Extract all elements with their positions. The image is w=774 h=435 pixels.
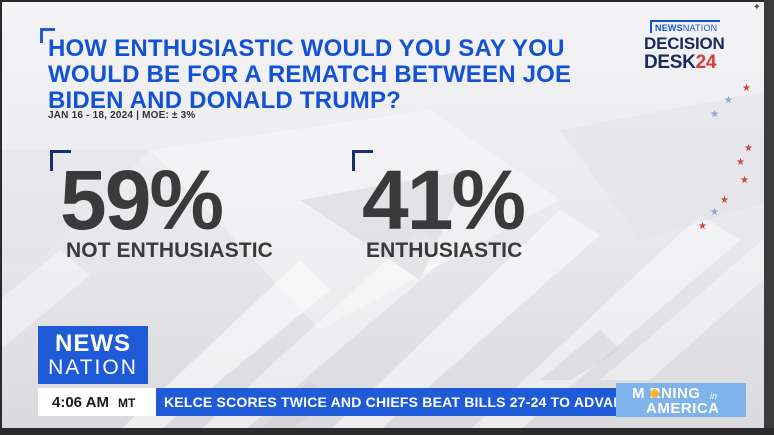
frame-border-left — [0, 0, 2, 435]
stat-value-not-enthusiastic: 59% — [60, 153, 224, 247]
star-icon: ★ — [724, 95, 733, 106]
star-icon: ★ — [710, 109, 719, 120]
sun-icon — [650, 389, 659, 398]
poll-dateline: JAN 16 - 18, 2024 | MOE: ± 3% — [48, 110, 196, 121]
star-icon: ★ — [740, 175, 749, 186]
headline-bracket — [40, 28, 55, 43]
desk24-text: DESK24 — [644, 52, 717, 73]
morning-in-america-logo: M RNING in AMERICA — [616, 383, 746, 417]
frame-border-top — [0, 0, 774, 2]
show-logo-line2: AMERICA — [646, 400, 720, 417]
ribbon-icon: ✦ — [752, 2, 761, 13]
clock-time: 4:06 AM — [52, 394, 109, 411]
decision-text: DECISION — [644, 34, 725, 53]
star-icon: ★ — [710, 207, 719, 218]
star-icon: ★ — [698, 221, 707, 232]
clock-timezone: MT — [118, 396, 136, 410]
ticker-headline: KELCE SCORES TWICE AND CHIEFS BEAT BILLS… — [164, 394, 616, 410]
clock-bar: 4:06 AM MT — [38, 388, 156, 416]
decision-desk-logo: NEWSNATION DECISION DESK24 — [640, 20, 730, 76]
star-icon: ★ — [736, 157, 745, 168]
star-icon: ★ — [744, 143, 753, 154]
stat-bracket-right — [352, 150, 373, 171]
show-logo-line1: M RNING — [632, 385, 701, 402]
frame-border-right — [764, 0, 774, 435]
star-icon: ★ — [720, 195, 729, 206]
stat-bracket-left — [50, 150, 71, 171]
poll-question: HOW ENTHUSIASTIC WOULD YOU SAY YOU WOULD… — [48, 35, 572, 114]
network-logo-line2: NATION — [48, 356, 138, 379]
network-logo-line1: NEWS — [55, 330, 131, 357]
frame-border-bottom — [0, 428, 774, 435]
newsnation-network-logo: NEWS NATION — [38, 326, 148, 384]
stat-value-enthusiastic: 41% — [362, 153, 526, 247]
news-ticker: KELCE SCORES TWICE AND CHIEFS BEAT BILLS… — [156, 388, 616, 416]
stat-label-enthusiastic: ENTHUSIASTIC — [366, 239, 523, 262]
newsnation-mini-logo: NEWSNATION — [650, 20, 721, 33]
star-icon: ★ — [742, 83, 751, 94]
show-logo-in: in — [710, 391, 718, 401]
stat-label-not-enthusiastic: NOT ENTHUSIASTIC — [66, 239, 273, 262]
